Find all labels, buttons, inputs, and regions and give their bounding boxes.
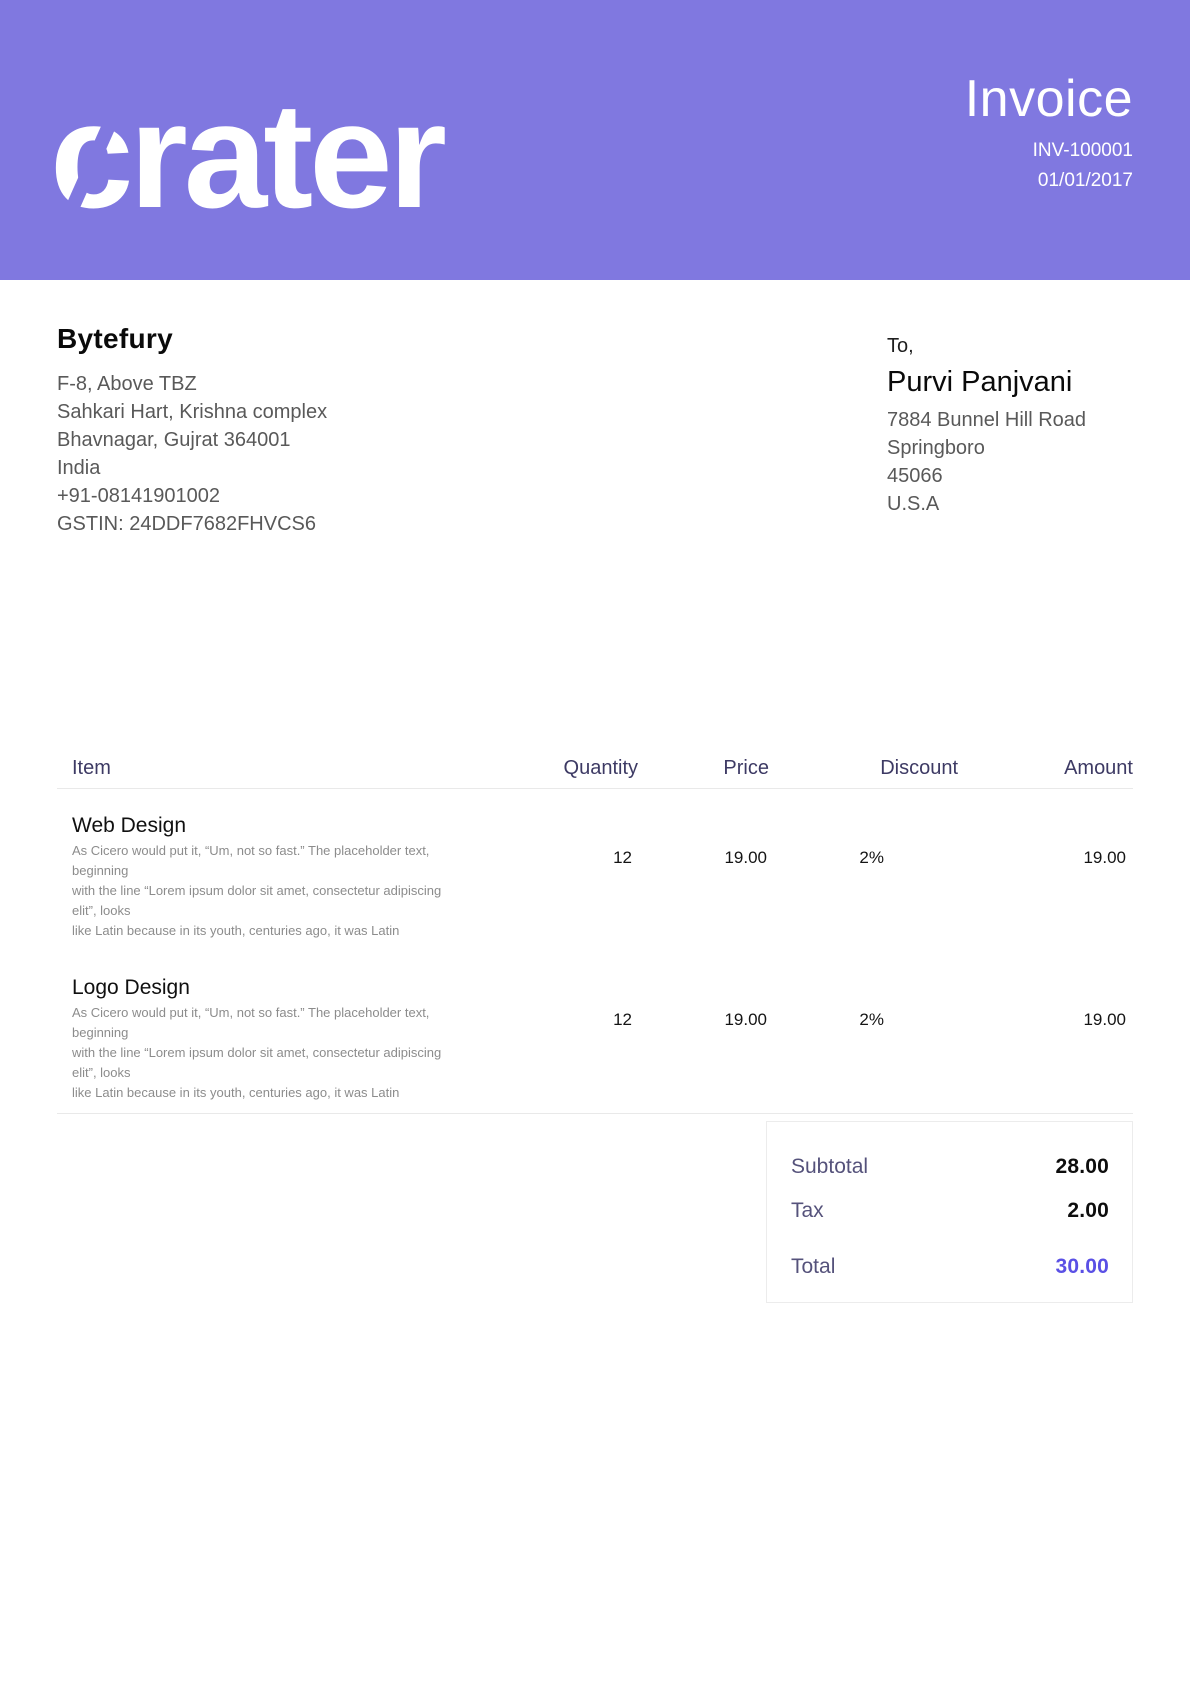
header-quantity: Quantity — [563, 757, 638, 779]
item-discount: 2% — [859, 1010, 884, 1029]
item-name: Logo Design — [72, 976, 190, 999]
tax-label: Tax — [791, 1199, 824, 1222]
item-discount: 2% — [859, 848, 884, 867]
item-description-line: like Latin because in its youth, centuri… — [72, 1085, 400, 1100]
invoice-number: INV-100001 — [1032, 140, 1133, 161]
item-description: As Cicero would put it, “Um, not so fast… — [72, 841, 448, 941]
client-block: To, Purvi Panjvani 7884 Bunnel Hill Road… — [887, 322, 1133, 538]
client-address-line: U.S.A — [887, 493, 940, 515]
item-description-line: like Latin because in its youth, centuri… — [72, 923, 400, 938]
client-name: Purvi Panjvani — [887, 366, 1073, 398]
company-address-line: F-8, Above TBZ — [57, 373, 197, 395]
item-description-line: As Cicero would put it, “Um, not so fast… — [72, 1005, 430, 1040]
tax-value: 2.00 — [1067, 1199, 1109, 1222]
invoice-title: Invoice — [964, 70, 1133, 128]
total-row: Total 30.00 — [791, 1254, 1109, 1280]
subtotal-value: 28.00 — [1055, 1155, 1109, 1178]
client-address-line: 7884 Bunnel Hill Road — [887, 409, 1087, 431]
total-label: Total — [791, 1255, 836, 1278]
item-description: As Cicero would put it, “Um, not so fast… — [72, 1003, 448, 1103]
item-amount: 19.00 — [1083, 1010, 1126, 1029]
client-address-line: Springboro — [887, 437, 985, 459]
item-amount: 19.00 — [1083, 848, 1126, 867]
item-description-line: As Cicero would put it, “Um, not so fast… — [72, 843, 430, 878]
company-address-line: Bhavnagar, Gujrat 364001 — [57, 429, 291, 451]
table-row: Logo Design As Cicero would put it, “Um,… — [57, 951, 1133, 1114]
item-quantity: 12 — [613, 1010, 632, 1029]
header-price: Price — [723, 757, 769, 779]
header-band: crater Invoice INV-100001 01/01/2017 — [0, 0, 1190, 280]
item-description-line: with the line “Lorem ipsum dolor sit ame… — [72, 1045, 442, 1080]
invoice-meta: Invoice INV-100001 01/01/2017 — [965, 70, 1133, 196]
totals-box: Subtotal 28.00 Tax 2.00 Total 30.00 — [766, 1121, 1133, 1303]
subtotal-row: Subtotal 28.00 — [791, 1154, 1109, 1180]
header-amount: Amount — [1064, 757, 1133, 779]
item-quantity: 12 — [613, 848, 632, 867]
header-item: Item — [72, 757, 111, 779]
item-description-line: with the line “Lorem ipsum dolor sit ame… — [72, 883, 442, 918]
items-table: Item Quantity Price Discount Amount Web … — [57, 756, 1133, 1114]
item-price: 19.00 — [724, 1010, 767, 1029]
company-name: Bytefury — [57, 323, 173, 354]
items-table-header: Item Quantity Price Discount Amount — [57, 756, 1133, 789]
invoice-date: 01/01/2017 — [1037, 170, 1133, 191]
item-price: 19.00 — [724, 848, 767, 867]
address-section: Bytefury F-8, Above TBZ Sahkari Hart, Kr… — [0, 280, 1190, 538]
header-discount: Discount — [880, 757, 958, 779]
table-row: Web Design As Cicero would put it, “Um, … — [57, 789, 1133, 951]
to-label: To, — [887, 335, 914, 357]
item-name: Web Design — [72, 814, 187, 837]
total-value: 30.00 — [1055, 1255, 1109, 1278]
subtotal-label: Subtotal — [791, 1155, 869, 1178]
company-address: F-8, Above TBZ Sahkari Hart, Krishna com… — [57, 370, 887, 538]
company-block: Bytefury F-8, Above TBZ Sahkari Hart, Kr… — [57, 322, 887, 538]
company-phone: +91-08141901002 — [57, 485, 220, 507]
item-cell: Logo Design As Cicero would put it, “Um,… — [57, 975, 448, 1103]
company-address-line: India — [57, 457, 101, 479]
item-cell: Web Design As Cicero would put it, “Um, … — [57, 813, 448, 941]
tax-row: Tax 2.00 — [791, 1198, 1109, 1224]
company-address-line: Sahkari Hart, Krishna complex — [57, 401, 328, 423]
summary-section: Subtotal 28.00 Tax 2.00 Total 30.00 — [0, 1114, 1190, 1303]
logo-slash-r-icon — [437, 108, 479, 182]
company-gstin: GSTIN: 24DDF7682FHVCS6 — [57, 513, 316, 535]
client-address-line: 45066 — [887, 465, 943, 487]
client-address: 7884 Bunnel Hill Road Springboro 45066 U… — [887, 406, 1133, 518]
crater-logo: crater — [50, 71, 447, 239]
